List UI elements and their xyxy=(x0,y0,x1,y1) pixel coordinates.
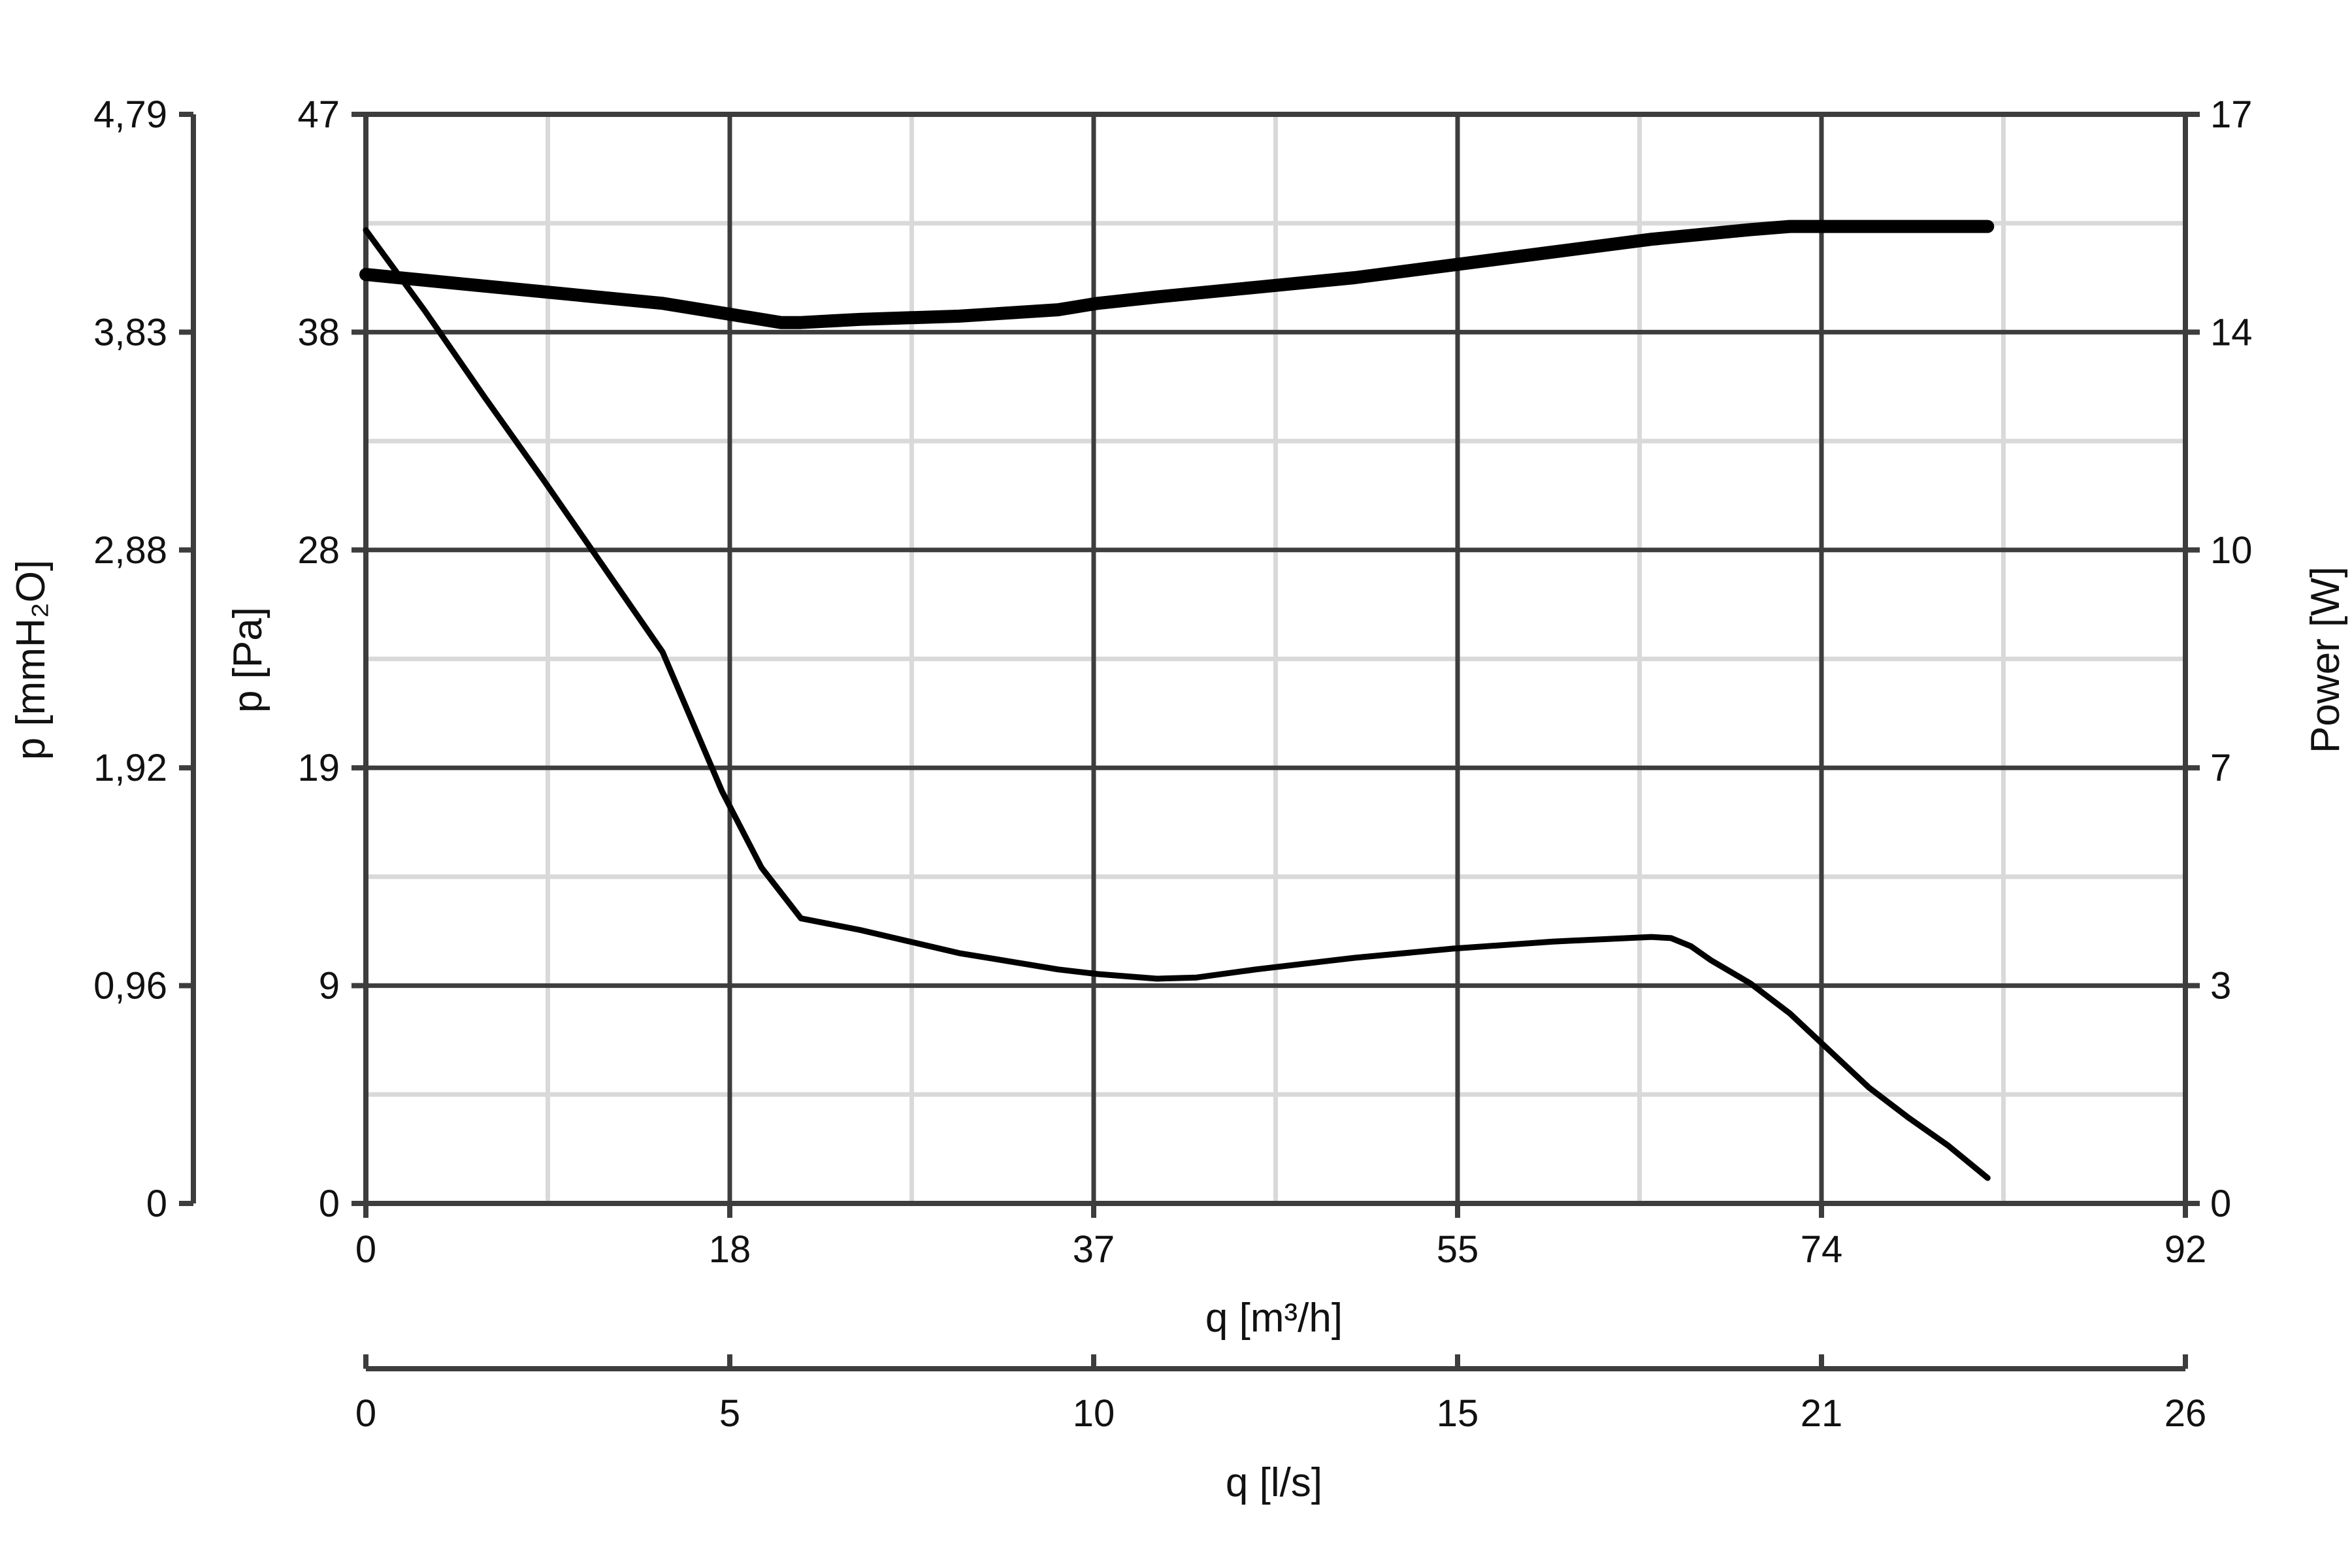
y-tick-label-mmh2o: 0,96 xyxy=(93,965,167,1007)
y-tick-label-pa: 19 xyxy=(297,747,340,789)
x-tick-label-primary: 37 xyxy=(1073,1228,1115,1271)
y-tick-label-mmh2o: 3,83 xyxy=(93,311,167,353)
y-tick-label-pa: 28 xyxy=(297,529,340,572)
y-tick-label-mmh2o: 0 xyxy=(146,1183,167,1225)
power-curve xyxy=(359,220,1995,329)
y-tick-label-pa: 38 xyxy=(297,311,340,353)
y-tick-label-pa: 47 xyxy=(297,93,340,136)
x-tick-label-secondary: 0 xyxy=(355,1392,376,1435)
minor-grid xyxy=(366,114,2185,1203)
major-grid xyxy=(366,114,2185,1203)
y-tick-label-pa: 9 xyxy=(319,965,340,1007)
axes xyxy=(179,112,2200,1371)
y-axis-title-mmh2o: p [mmH₂O] xyxy=(8,560,54,760)
y-tick-label-power: 0 xyxy=(2210,1183,2231,1225)
y-tick-label-power: 14 xyxy=(2210,311,2253,353)
pressure-curve xyxy=(363,227,1991,1181)
x-tick-label-primary: 0 xyxy=(355,1228,376,1271)
x-tick-label-secondary: 15 xyxy=(1437,1392,1479,1435)
x-tick-label-primary: 55 xyxy=(1437,1228,1479,1271)
x-tick-label-primary: 18 xyxy=(709,1228,751,1271)
y-tick-label-mmh2o: 1,92 xyxy=(93,747,167,789)
y-tick-label-mmh2o: 4,79 xyxy=(93,93,167,136)
y-tick-label-pa: 0 xyxy=(319,1183,340,1225)
y-axis-title-pa: p [Pa] xyxy=(225,607,270,713)
y-tick-label-power: 7 xyxy=(2210,747,2231,789)
x-axis-title-primary: q [m³/h] xyxy=(1205,1296,1343,1341)
x-tick-label-primary: 74 xyxy=(1801,1228,1843,1271)
x-axis-title-secondary: q [l/s] xyxy=(1226,1460,1322,1505)
x-tick-label-secondary: 21 xyxy=(1801,1392,1843,1435)
tick-labels: 091928384700,961,922,883,834,79037101417… xyxy=(93,93,2252,1435)
x-tick-label-primary: 92 xyxy=(2164,1228,2207,1271)
y-axis-title-power: Power [W] xyxy=(2303,566,2348,753)
x-tick-label-secondary: 10 xyxy=(1073,1392,1115,1435)
y-tick-label-power: 17 xyxy=(2210,93,2253,136)
y-tick-label-power: 10 xyxy=(2210,529,2253,572)
x-tick-label-secondary: 26 xyxy=(2164,1392,2207,1435)
y-tick-label-mmh2o: 2,88 xyxy=(93,529,167,572)
y-tick-label-power: 3 xyxy=(2210,965,2231,1007)
series-layer xyxy=(359,220,1995,1181)
x-tick-label-secondary: 5 xyxy=(719,1392,740,1435)
